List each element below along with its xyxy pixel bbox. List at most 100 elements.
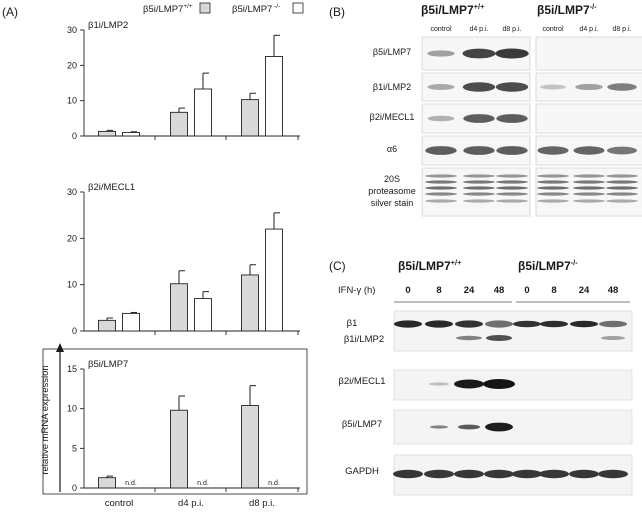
blot-beta1-lmp2 [393,310,633,352]
band-lmp2 [601,336,625,340]
rowlabel-silver: silver stain [371,198,414,208]
ylabel: relative mRNA expression [40,365,51,474]
y-tick-label: 0 [72,131,77,141]
legend: β5i/LMP7+/+ β5i/LMP7 -/- [143,2,304,15]
silver-band [463,186,495,190]
silver-band [425,199,457,203]
y-tick-label: 30 [67,187,77,197]
x-category-labels: control d4 p.i. d8 p.i. [105,498,275,509]
clabel-beta1: β1 [347,318,358,329]
panel-b-geno-wt: β5i/LMP7+/+ [421,2,485,17]
y-tick-label: 10 [67,404,77,414]
y-tick-label: 20 [67,233,77,243]
panel-b: (B) β5i/LMP7+/+ β5i/LMP7-/- control d4 p… [329,2,642,217]
silver-band [425,186,457,190]
band-beta1 [485,320,513,328]
blot-band [540,84,566,90]
silver-band [606,192,638,196]
band-lmp7 [485,422,513,432]
rowlabel-lmp7: β5i/LMP7 [373,47,411,57]
bar [122,132,140,137]
silver-band [463,174,495,178]
nd-label: n.d. [125,480,137,487]
time-ko-8: 8 [551,285,556,296]
bar [98,319,116,332]
ifn-label: IFN-γ (h) [338,285,375,296]
band-gapdh [598,469,628,479]
silver-band [496,174,528,178]
blot-band [427,115,455,122]
silver-band [606,180,638,184]
clabel-gapdh: GAPDH [345,466,379,477]
blot-box [535,103,642,134]
panel-c-blots [393,310,633,496]
legend-ko-label: β5i/LMP7 -/- [232,3,280,15]
blot-band [463,114,495,123]
y-tick-label: 0 [72,483,77,493]
ylabel-group: relative mRNA expression [40,343,64,492]
panel-b-geno-ko: β5i/LMP7-/- [537,2,597,17]
rowlabel-20s: 20S [384,174,400,184]
panel-c-geno-ko: β5i/LMP7-/- [518,258,578,273]
y-tick-label: 5 [72,443,77,453]
panel-a: (A) β5i/LMP7+/+ β5i/LMP7 -/- β1i/LMP2 0 10… [2,2,308,509]
silver-band [496,186,528,190]
panel-b-blots [421,36,642,217]
band-beta1 [570,320,598,328]
band-beta1 [513,320,541,328]
blot-band [495,82,529,92]
band-mecl1 [483,379,515,389]
bar [194,298,212,332]
silver-band [425,192,457,196]
clabel-mecl1: β2i/MECL1 [338,376,385,387]
panel-b-lane-labels: control d4 p.i. d8 p.i. control d4 p.i. … [430,26,631,33]
blot-band [425,146,457,155]
y-tick-label: 30 [67,25,77,35]
band-beta1 [394,320,422,328]
blot-band [607,146,637,155]
silver-band [573,174,605,178]
bar [241,405,259,489]
band-beta1 [599,320,627,328]
panel-a-label: (A) [2,5,18,19]
band-gapdh [484,469,514,479]
time-ko-48: 48 [608,285,619,296]
band-mecl1 [429,382,449,386]
band-gapdh [454,469,484,479]
silver-band [537,180,569,184]
clabel-lmp2: β1i/LMP2 [344,334,384,345]
chart-frame [42,348,308,495]
bar [265,56,283,137]
silver-band [463,192,495,196]
bar [194,88,212,137]
band-gapdh [424,469,454,479]
band-gapdh [539,469,569,479]
blot-band [575,83,603,91]
silver-band [425,180,457,184]
blot-band [537,146,569,155]
y-tick-label: 0 [72,326,77,336]
chart-title: β5i/LMP7 [88,359,128,370]
y-tick-label: 10 [67,96,77,106]
silver-band [496,199,528,203]
chart-title: β2i/MECL1 [88,182,135,193]
chart-lmp7: β5i/LMP7 0 5 10 15 n.d. n.d. n.d. [42,348,308,495]
blot-band [427,84,455,90]
chart-mecl1: β2i/MECL1 0 10 20 30 [67,182,300,336]
silver-band [537,192,569,196]
lane-ko-d4: d4 p.i. [579,26,598,33]
blot-band [607,83,637,91]
xcat-control: control [105,498,134,509]
blot-band [427,50,455,57]
band-gapdh [512,469,542,479]
band-lmp7 [458,424,480,430]
silver-band [496,180,528,184]
silver-band [606,174,638,178]
blot-band [462,48,496,59]
silver-band [573,180,605,184]
bar [241,99,259,137]
band-lmp2 [456,335,482,341]
time-wt-0: 0 [405,285,410,296]
panel-b-label: (B) [329,5,345,19]
panel-c-label: (C) [329,259,346,273]
